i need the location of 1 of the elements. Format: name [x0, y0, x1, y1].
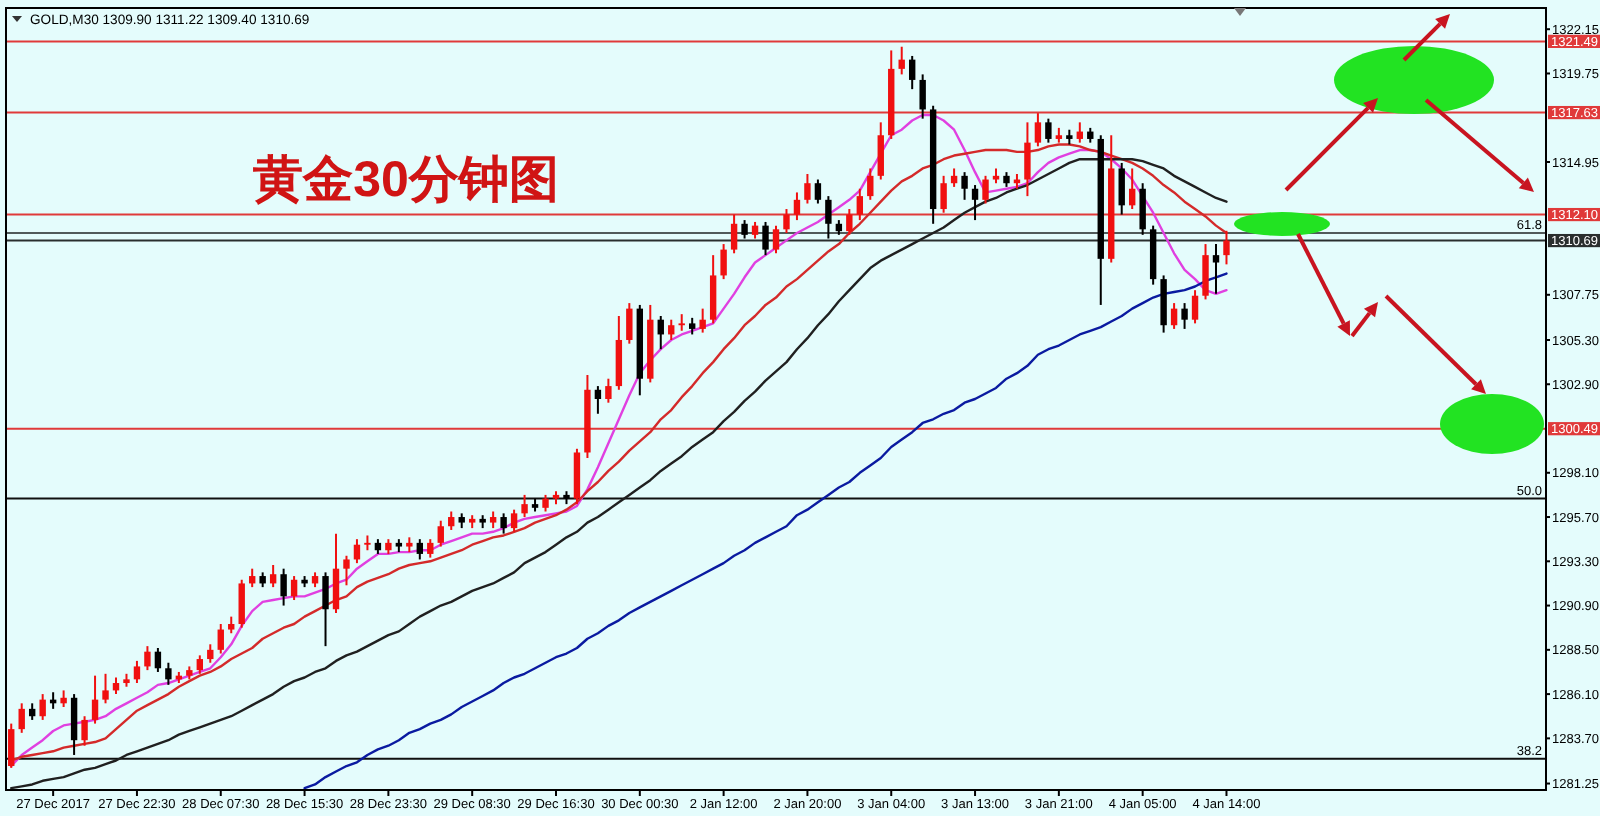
text: 黄金30分钟图	[251, 152, 559, 208]
